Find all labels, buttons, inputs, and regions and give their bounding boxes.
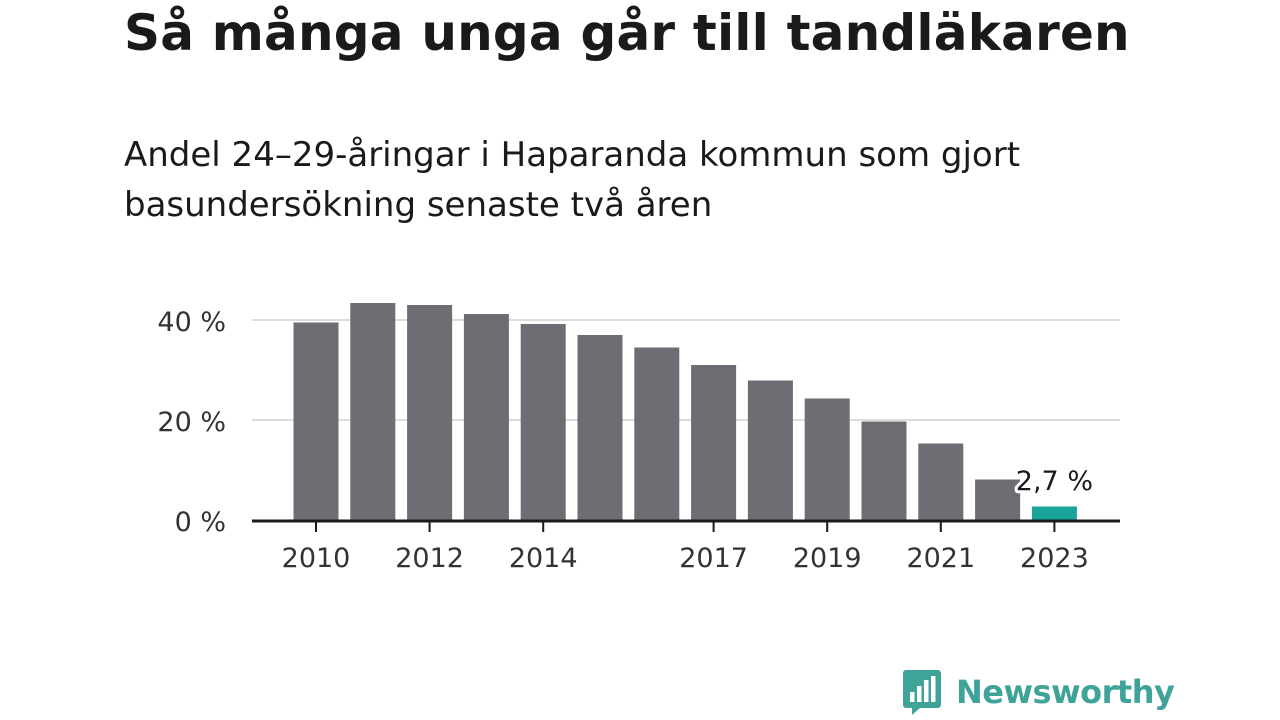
x-tick-label: 2010 [282,543,351,574]
bar-2018 [747,380,793,520]
bar-2010 [293,322,339,520]
y-axis-ticks: 0 % 20 % 40 % [157,307,226,538]
bar-2021 [918,443,964,520]
bar-2013 [463,314,509,520]
y-tick-label: 0 % [175,507,226,538]
x-tick-label: 2019 [793,543,862,574]
gridlines [252,319,1120,421]
data-labels: 2,7 % [1013,463,1096,500]
bar-2017 [691,365,737,520]
bar-2011 [350,303,396,520]
data-label-highlight: 2,7 % [1016,466,1093,497]
bar-2022 [975,479,1021,520]
x-tick-label: 2017 [679,543,748,574]
brand-name: Newsworthy [956,673,1175,711]
x-tick-label: 2021 [906,543,975,574]
chart-subtitle: Andel 24–29-åringar i Haparanda kommun s… [124,135,1021,225]
newsworthy-logo: Newsworthy [902,668,1175,716]
bar-2012 [407,305,453,520]
bars [293,303,1077,520]
bar-2016 [634,347,680,520]
x-tick-label: 2023 [1020,543,1089,574]
bar-2014 [520,324,566,520]
bar-2023 [1031,506,1077,520]
x-tick-label: 2014 [509,543,578,574]
chart-title: Så många unga går till tandläkaren [124,4,1130,62]
bar-2020 [861,421,907,520]
x-tick-label: 2012 [395,543,464,574]
bar-2019 [804,398,850,520]
x-axis-ticks: 2010 2012 2014 2017 2019 2021 2023 [282,522,1089,574]
y-tick-label: 20 % [157,407,226,438]
bar-chart-speech-bubble-icon [903,670,941,715]
bar-2015 [577,335,623,520]
y-tick-label: 40 % [157,307,226,338]
